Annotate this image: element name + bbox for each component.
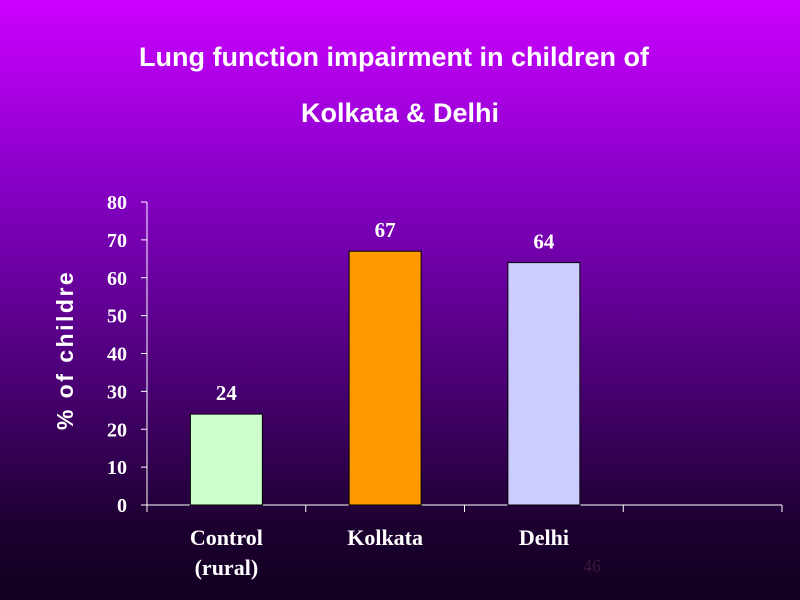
data-label: 67 [375,218,396,242]
bar-control-rural [189,413,263,506]
y-tick-label: 30 [107,381,127,403]
x-category-label: Delhi [519,525,569,550]
y-tick-label: 60 [107,268,127,290]
x-category-label: Kolkata [347,525,423,550]
y-tick-label: 20 [107,419,127,441]
y-tick-label: 0 [117,495,127,517]
y-tick-label: 70 [107,230,127,252]
bar-delhi [507,262,581,506]
page-number: 46 [583,556,601,576]
y-tick-label: 80 [107,192,127,214]
y-tick-label: 40 [107,344,127,366]
x-category-label: (rural) [195,555,259,580]
y-tick-label: 50 [107,306,127,328]
data-label: 64 [533,230,555,254]
bar-kolkata [348,250,422,506]
y-tick-label: 10 [107,457,127,479]
slide-title-line-1: Lung function impairment in children of [139,42,649,72]
x-category-label: Control [190,525,263,550]
slide-title-line-2: Kolkata & Delhi [300,98,500,128]
data-label: 24 [216,381,238,405]
y-axis-title: % of childre [52,270,78,430]
